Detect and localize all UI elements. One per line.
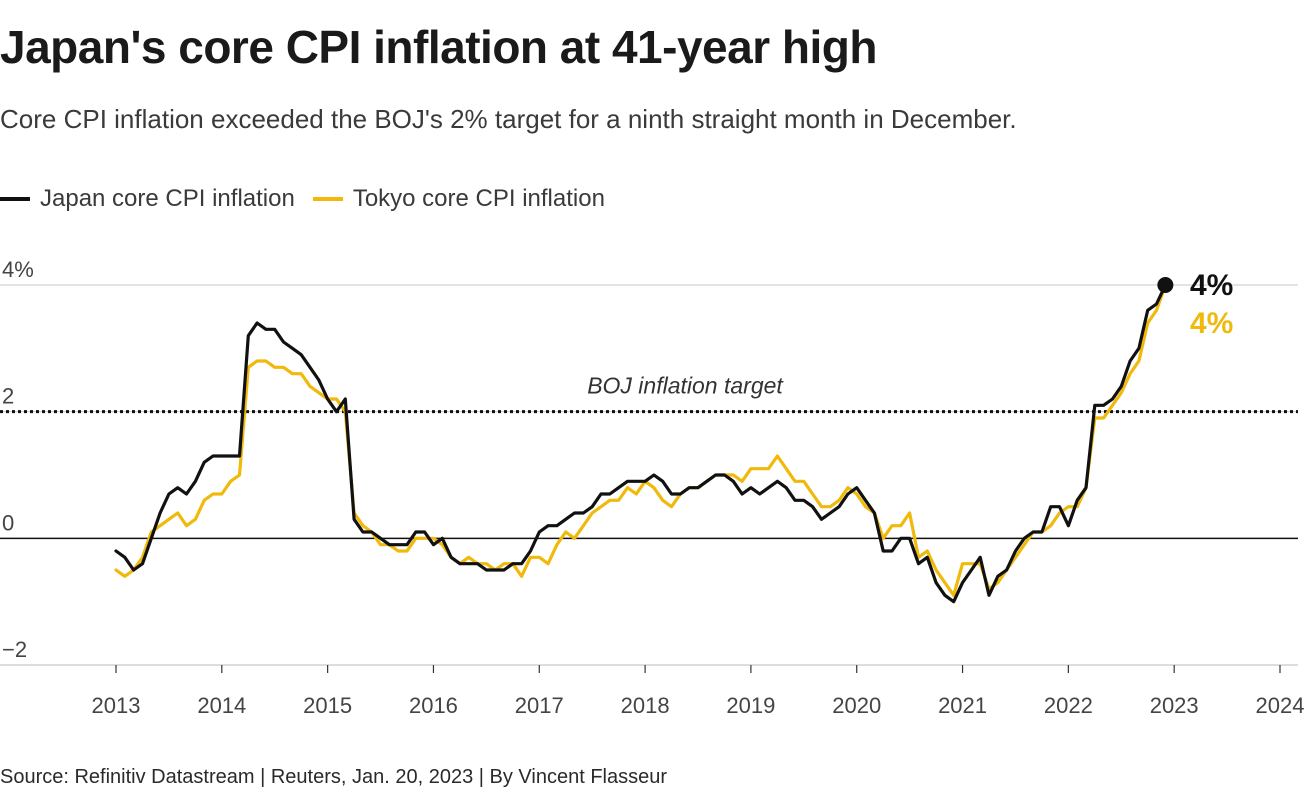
y-tick-label: 0 (2, 510, 14, 535)
legend-swatch-tokyo (312, 197, 343, 201)
chart-subtitle: Core CPI inflation exceeded the BOJ's 2%… (0, 104, 1017, 134)
x-tick-label: 2021 (938, 693, 987, 718)
y-tick-label: −2 (2, 637, 27, 662)
tokyo-series-line (114, 283, 1168, 597)
tokyo-end-label: 4% (1190, 307, 1233, 340)
chart-title: Japan's core CPI inflation at 41-year hi… (0, 21, 877, 73)
x-tick-label: 2023 (1150, 693, 1199, 718)
x-tick-label: 2018 (621, 693, 670, 718)
y-tick-label: 2 (2, 384, 14, 409)
x-tick-label: 2017 (515, 693, 564, 718)
x-tick-label: 2016 (409, 693, 458, 718)
japan-end-label: 4% (1190, 269, 1233, 302)
x-tick-label: 2014 (197, 693, 246, 718)
chart-legend: Japan core CPI inflation Tokyo core CPI … (0, 185, 623, 213)
x-tick-label: 2015 (303, 693, 352, 718)
japan-end-point (1157, 277, 1174, 293)
x-tick-label: 2022 (1044, 693, 1093, 718)
legend-swatch-japan (0, 197, 30, 201)
x-tick-label: 2020 (832, 693, 881, 718)
y-tick-label: 4% (2, 257, 34, 282)
x-tick-label: 2019 (726, 693, 775, 718)
legend-label-japan: Japan core CPI inflation (40, 185, 295, 212)
legend-label-tokyo: Tokyo core CPI inflation (352, 185, 605, 212)
japan-series-line (114, 283, 1168, 604)
line-chart: 4% 2 0 −2 2013 2014 2015 2016 2017 2018 2019 2020 20… (0, 257, 1305, 718)
boj-target-label: BOJ inflation target (587, 373, 784, 399)
x-tick-label: 2024 (1256, 693, 1305, 718)
legend-item-tokyo: Tokyo core CPI inflation (312, 185, 605, 213)
legend-item-japan: Japan core CPI inflation (0, 185, 295, 213)
x-tick-label: 2013 (92, 693, 141, 718)
source-credit: Source: Refinitiv Datastream | Reuters, … (0, 766, 668, 788)
